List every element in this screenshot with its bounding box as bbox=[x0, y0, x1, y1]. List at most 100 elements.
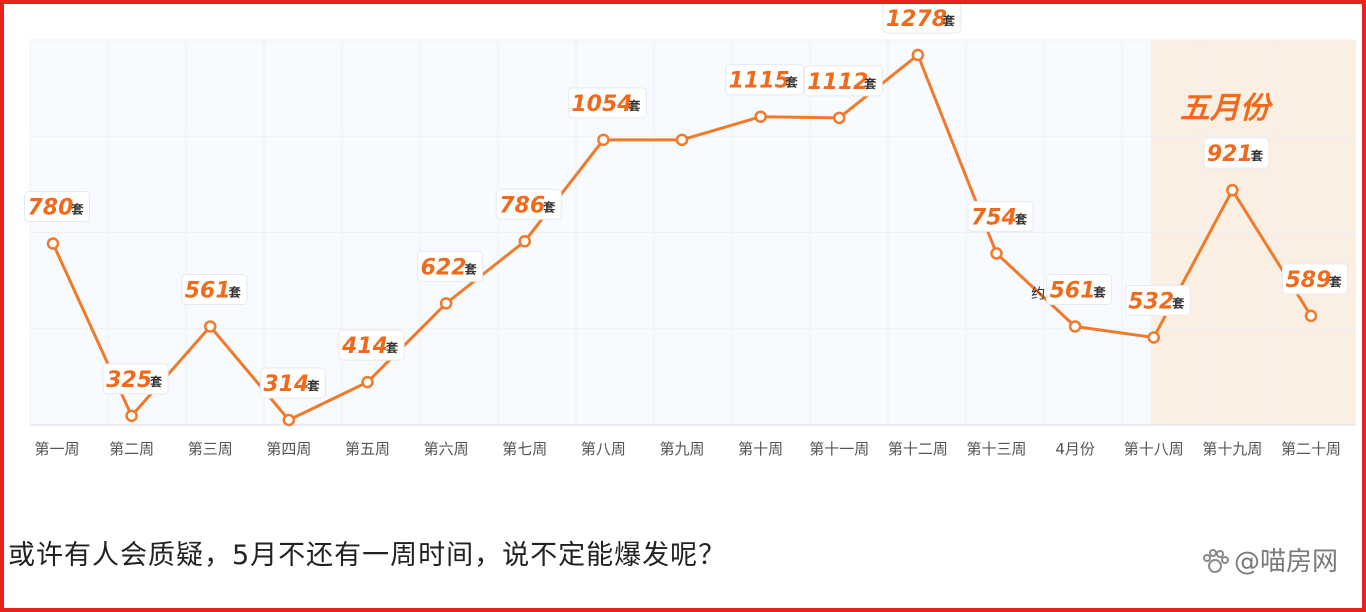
data-point bbox=[439, 297, 453, 310]
data-point bbox=[833, 111, 846, 125]
data-point bbox=[1226, 183, 1239, 197]
watermark-text: @喵房网 bbox=[1233, 547, 1338, 577]
data-label-value: 1278 bbox=[886, 7, 947, 32]
data-point bbox=[361, 375, 374, 389]
x-tick-label: 第十一周 bbox=[809, 440, 869, 458]
x-tick-label: 4月份 bbox=[1055, 440, 1095, 458]
x-tick-label: 第四周 bbox=[266, 440, 311, 458]
data-point bbox=[990, 247, 1003, 260]
x-tick-label: 第八周 bbox=[581, 440, 626, 458]
data-point bbox=[1147, 331, 1160, 344]
watermark: @喵房网 bbox=[1200, 544, 1338, 580]
data-label-value: 314 bbox=[263, 372, 309, 397]
may-annotation: 五月份 bbox=[1180, 91, 1274, 126]
data-label-unit: 套 bbox=[1171, 295, 1185, 310]
data-label-value: 1054 bbox=[571, 92, 632, 117]
data-label-box bbox=[24, 191, 90, 223]
x-tick-label: 第二十周 bbox=[1281, 440, 1341, 458]
x-tick-label: 第十三周 bbox=[966, 440, 1026, 458]
data-label-unit: 套 bbox=[1093, 284, 1107, 299]
x-tick-label: 第二周 bbox=[109, 440, 154, 458]
x-tick-label: 第十八周 bbox=[1124, 440, 1184, 458]
data-label-unit: 套 bbox=[863, 76, 877, 91]
line-chart: 五月份 780套325套561套314套414套622套786套1054套111… bbox=[24, 2, 1356, 458]
x-tick-labels: 第一周 第二周 第三周 第四周 第五周 第六周 第七周 第八周 第九周 第十周 第十一周 第十二周 第十… bbox=[34, 440, 1341, 458]
data-label-unit: 套 bbox=[306, 378, 320, 393]
data-label-value: 780 bbox=[28, 196, 74, 221]
data-label-unit: 套 bbox=[385, 340, 399, 355]
data-label-box bbox=[259, 367, 326, 399]
paw-icon bbox=[1202, 549, 1229, 573]
data-label-unit: 套 bbox=[785, 75, 799, 90]
data-point bbox=[1068, 320, 1082, 333]
data-label-value: 532 bbox=[1128, 289, 1174, 314]
data-label-value: 561 bbox=[185, 278, 231, 303]
data-label-unit: 套 bbox=[71, 202, 85, 217]
extra-label: 约 bbox=[1031, 286, 1045, 302]
data-label-value: 921 bbox=[1207, 142, 1253, 167]
data-label-value: 325 bbox=[106, 368, 152, 393]
data-label-unit: 套 bbox=[627, 98, 641, 113]
data-label-unit: 套 bbox=[149, 374, 163, 389]
x-tick-label: 第七周 bbox=[502, 440, 547, 458]
data-label-box bbox=[1203, 137, 1270, 169]
data-point bbox=[911, 48, 925, 62]
data-label-unit: 套 bbox=[942, 13, 956, 28]
data-point bbox=[597, 133, 610, 147]
data-label-box bbox=[417, 250, 484, 282]
data-point bbox=[675, 133, 689, 147]
data-label-value: 561 bbox=[1050, 278, 1096, 303]
data-label-value: 754 bbox=[971, 205, 1017, 230]
data-label-value: 622 bbox=[421, 255, 467, 280]
data-label-value: 589 bbox=[1286, 268, 1332, 293]
data-label-box bbox=[495, 188, 562, 220]
data-label-unit: 套 bbox=[1014, 211, 1028, 226]
data-label-box bbox=[1124, 284, 1191, 316]
data-label-unit: 套 bbox=[464, 261, 478, 276]
x-tick-label: 第十周 bbox=[738, 440, 783, 458]
data-label-unit: 套 bbox=[228, 284, 242, 299]
data-points bbox=[46, 48, 1318, 427]
x-tick-label: 第六周 bbox=[424, 440, 469, 458]
x-tick-label: 第三周 bbox=[188, 440, 233, 458]
data-point bbox=[518, 235, 531, 248]
data-label-box bbox=[725, 64, 805, 96]
data-label-box bbox=[338, 329, 405, 361]
caption-text: 或许有人会质疑，5月不还有一周时间，说不定能爆发呢？ bbox=[8, 540, 727, 571]
data-point bbox=[125, 409, 138, 423]
data-point bbox=[46, 237, 60, 250]
x-tick-label: 第五周 bbox=[345, 440, 390, 458]
data-label-box bbox=[1282, 263, 1348, 295]
data-label-box bbox=[181, 273, 248, 305]
data-label-unit: 套 bbox=[1250, 148, 1264, 163]
x-tick-label: 第九周 bbox=[659, 440, 704, 458]
x-tick-label: 第一周 bbox=[34, 440, 79, 458]
data-label-value: 1112 bbox=[807, 70, 868, 95]
data-label-unit: 套 bbox=[542, 199, 556, 214]
data-label-box bbox=[967, 200, 1034, 232]
data-label-value: 414 bbox=[341, 334, 388, 359]
x-tick-label: 第十二周 bbox=[888, 440, 948, 458]
x-tick-label: 第十九周 bbox=[1202, 440, 1262, 458]
data-point bbox=[282, 413, 296, 427]
data-point bbox=[1304, 309, 1318, 323]
data-label-value: 786 bbox=[499, 193, 545, 218]
data-label-value: 1115 bbox=[729, 69, 790, 94]
data-point bbox=[204, 320, 217, 333]
